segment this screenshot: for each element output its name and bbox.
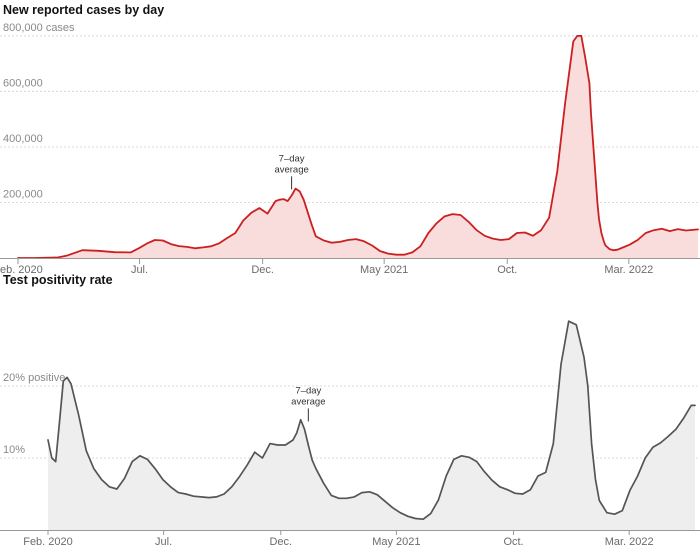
cases-annotation-line2: average bbox=[274, 164, 308, 175]
cases-annotation-line1: 7–day bbox=[279, 153, 305, 164]
positivity-y-tick-label: 20% positive bbox=[3, 372, 65, 384]
positivity-annotation-line2: average bbox=[291, 396, 325, 407]
cases-x-tick-label: Dec. bbox=[251, 264, 274, 276]
positivity-x-tick-label: Jul. bbox=[155, 536, 172, 548]
cases-chart-title: New reported cases by day bbox=[3, 3, 165, 17]
positivity-area-fill bbox=[48, 321, 695, 530]
positivity-x-tick-label: Oct. bbox=[503, 536, 523, 548]
positivity-y-tick-label: 10% bbox=[3, 444, 25, 456]
cases-x-tick-label: Feb. 2020 bbox=[0, 264, 43, 276]
cases-x-tick-label: Oct. bbox=[497, 264, 517, 276]
cases-series-line bbox=[17, 35, 699, 259]
cases-y-tick-label: 600,000 bbox=[3, 77, 43, 89]
positivity-x-tick-label: Mar. 2022 bbox=[605, 536, 654, 548]
positivity-annotation-line1: 7–day bbox=[295, 385, 321, 396]
positivity-x-tick-label: May 2021 bbox=[372, 536, 420, 548]
cases-y-tick-label: 200,000 bbox=[3, 188, 43, 200]
positivity-chart-title: Test positivity rate bbox=[3, 273, 113, 287]
positivity-series-line bbox=[47, 320, 696, 521]
cases-y-tick-label: 800,000 cases bbox=[3, 22, 75, 34]
positivity-x-tick-label: Dec. bbox=[269, 536, 292, 548]
cases-x-tick-label: Mar. 2022 bbox=[604, 264, 653, 276]
cases-area-fill bbox=[18, 35, 698, 259]
cases-x-tick-label: Jul. bbox=[131, 264, 148, 276]
positivity-x-tick-label: Feb. 2020 bbox=[23, 536, 73, 548]
cases-x-tick-label: May 2021 bbox=[360, 264, 408, 276]
cases-y-tick-label: 400,000 bbox=[3, 133, 43, 145]
